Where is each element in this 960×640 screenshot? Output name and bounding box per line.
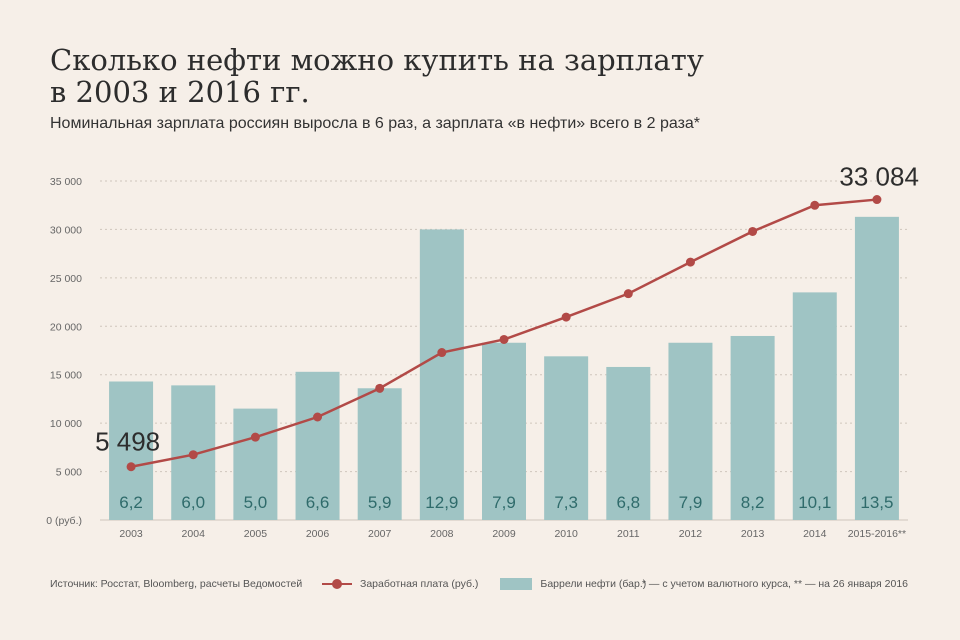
salary-point — [748, 226, 758, 236]
value-annotation: 33 084 — [839, 162, 919, 192]
bar-value-label: 6,2 — [119, 493, 143, 512]
y-tick-label: 0 (руб.) — [46, 515, 82, 527]
salary-point — [375, 383, 385, 393]
salary-point — [188, 450, 198, 460]
x-tick-label: 2010 — [554, 528, 578, 540]
salary-point — [499, 334, 509, 344]
legend-label-salary: Заработная плата (руб.) — [360, 578, 479, 590]
chart-title: Сколько нефти можно купить на зарплату в… — [50, 44, 704, 108]
x-tick-label: 2011 — [617, 528, 640, 540]
salary-point — [250, 432, 260, 442]
bar-value-label: 12,9 — [425, 493, 458, 512]
x-tick-label: 2009 — [492, 528, 516, 540]
bar-value-label: 6,6 — [306, 493, 330, 512]
y-tick-label: 10 000 — [50, 418, 82, 430]
chart-subtitle: Номинальная зарплата россиян выросла в 6… — [50, 115, 701, 132]
bar-value-label: 7,3 — [554, 493, 578, 512]
x-tick-label: 2007 — [368, 528, 392, 540]
y-tick-label: 35 000 — [50, 176, 82, 188]
bar-value-label: 8,2 — [741, 493, 765, 512]
legend-label-oil: Баррели нефти (бар.) — [540, 578, 647, 590]
bar — [109, 381, 154, 520]
y-tick-label: 30 000 — [50, 224, 82, 236]
bar — [419, 229, 464, 520]
chart-title-line-1: Сколько нефти можно купить на зарплату — [50, 43, 704, 77]
salary-point — [872, 195, 882, 205]
x-tick-label: 2005 — [244, 528, 268, 540]
x-tick-label: 2004 — [182, 528, 206, 540]
legend-line-swatch — [322, 579, 352, 589]
legend-item-oil: Баррели нефти (бар.) — [500, 578, 646, 590]
y-tick-label: 25 000 — [50, 273, 82, 285]
bar-value-label: 7,9 — [492, 493, 516, 512]
bar-value-label: 5,0 — [244, 493, 268, 512]
bar — [730, 335, 775, 520]
source-note: Источник: Росстат, Bloomberg, расчеты Ве… — [50, 578, 303, 590]
bar — [295, 371, 340, 520]
bar — [482, 342, 526, 520]
x-tick-label: 2014 — [803, 528, 827, 540]
bar — [792, 292, 837, 520]
salary-point — [561, 312, 571, 322]
legend-item-salary: Заработная плата (руб.) — [322, 578, 478, 590]
chart-title-line-2: в 2003 и 2016 гг. — [50, 75, 310, 109]
bar-value-label: 5,9 — [368, 493, 392, 512]
bar — [233, 408, 278, 520]
bar — [357, 388, 402, 520]
x-tick-label: 2006 — [306, 528, 330, 540]
bar-value-label: 7,9 — [679, 493, 703, 512]
bar — [668, 342, 713, 520]
bar-value-label: 10,1 — [798, 493, 831, 512]
y-tick-label: 15 000 — [50, 370, 82, 382]
footnote: * — с учетом валютного курса, ** — на 26… — [641, 578, 908, 590]
bar-value-label: 6,8 — [616, 493, 640, 512]
bar-value-label: 13,5 — [860, 493, 893, 512]
x-tick-label: 2008 — [430, 528, 454, 540]
legend: Заработная плата (руб.) Баррели нефти (б… — [322, 578, 668, 590]
bar — [854, 216, 899, 520]
bar — [544, 356, 589, 520]
salary-point — [623, 289, 633, 299]
salary-point — [810, 200, 820, 210]
salary-point — [313, 412, 323, 422]
x-tick-label: 2003 — [119, 528, 143, 540]
x-tick-label: 2012 — [679, 528, 703, 540]
salary-point — [437, 348, 447, 358]
salary-point — [685, 257, 695, 267]
bar — [606, 366, 651, 520]
x-tick-label: 2015-2016** — [848, 528, 906, 540]
value-annotation: 5 498 — [95, 427, 160, 457]
y-tick-label: 5 000 — [56, 467, 82, 479]
legend-bar-swatch — [500, 578, 533, 590]
x-tick-label: 2013 — [741, 528, 765, 540]
bar-value-label: 6,0 — [181, 493, 205, 512]
y-tick-label: 20 000 — [50, 321, 82, 333]
salary-point — [126, 462, 136, 472]
